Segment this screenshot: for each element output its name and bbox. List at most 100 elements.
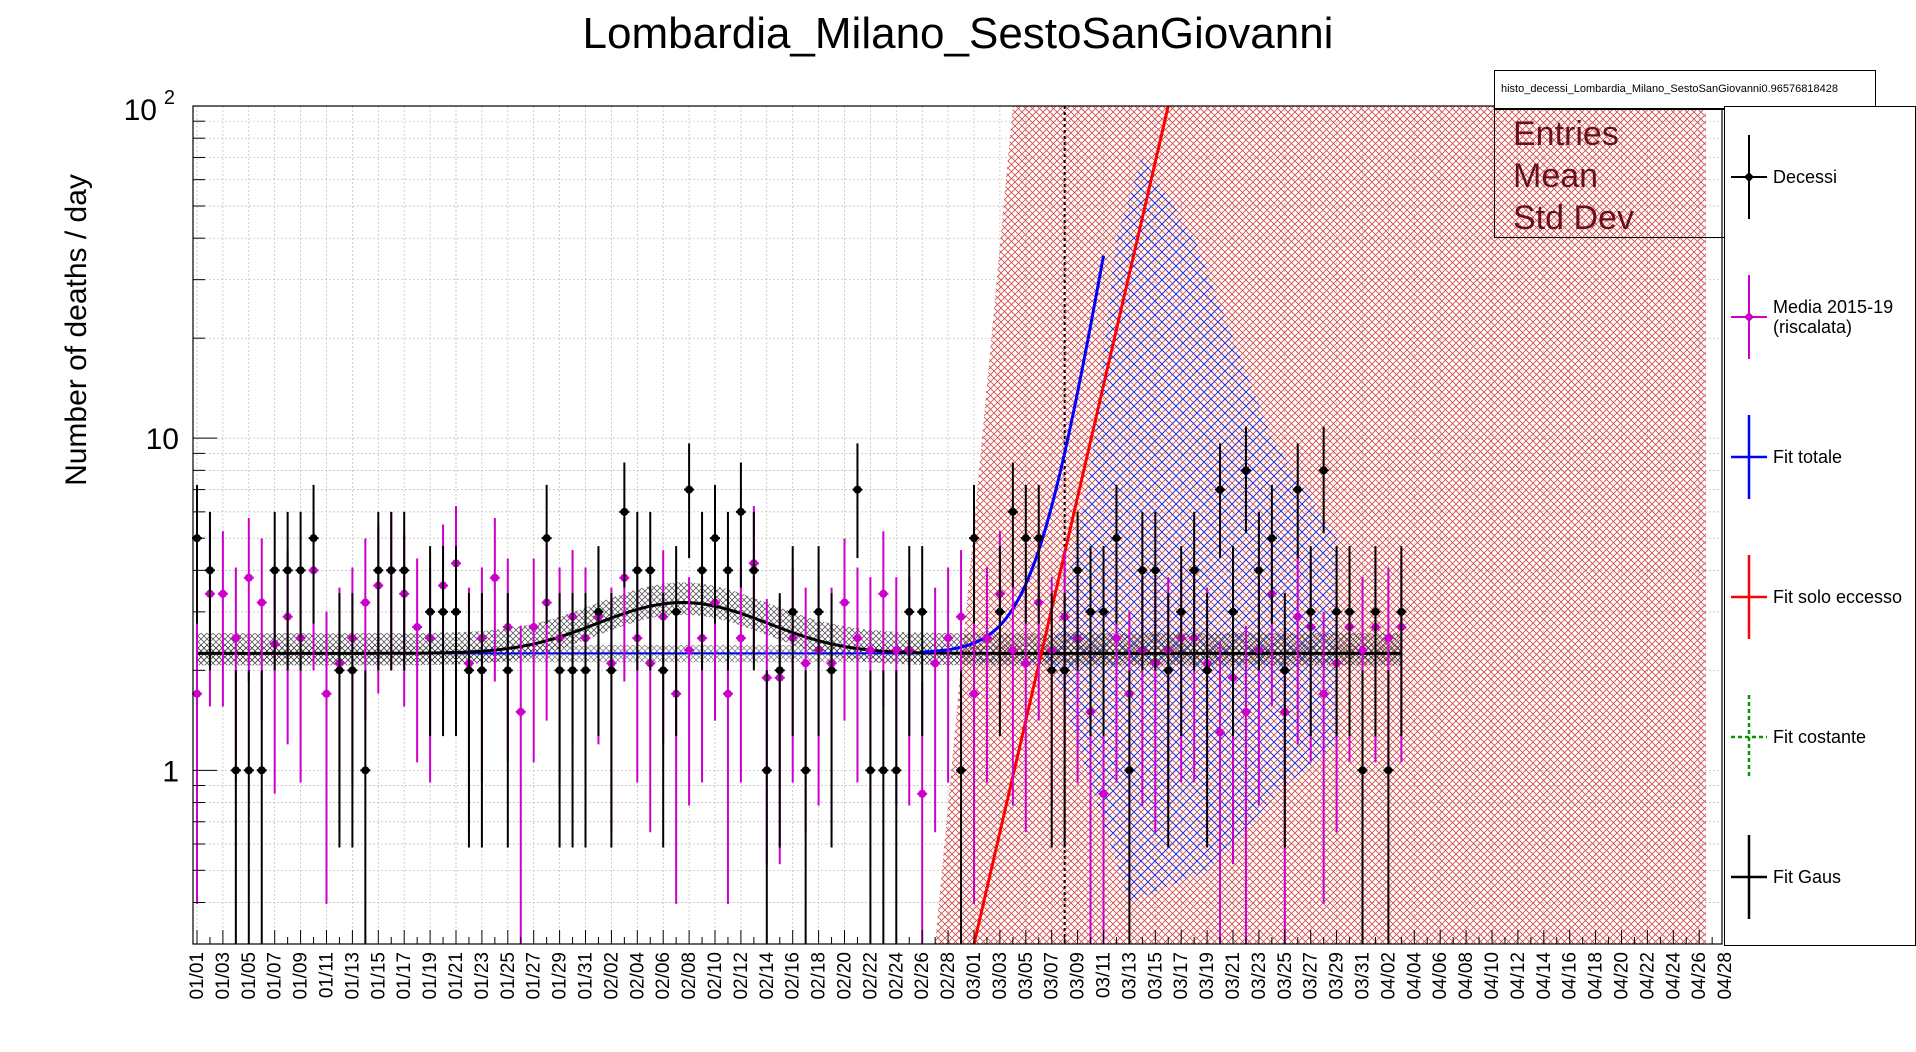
media-point-marker	[1319, 689, 1328, 698]
decessi-point-marker	[879, 766, 888, 775]
decessi-point	[994, 546, 1005, 737]
stats-row-stddev: Std Dev	[1513, 199, 1634, 237]
decessi-point	[243, 670, 254, 944]
decessi-point-marker	[736, 507, 745, 516]
x-tick-label: 02/26	[912, 952, 933, 1000]
decessi-point	[360, 670, 371, 944]
decessi-point-marker	[853, 485, 862, 494]
y-axis-label: Number of deaths / day	[60, 174, 93, 486]
media-point-marker	[231, 634, 240, 643]
decessi-point-marker	[633, 566, 642, 575]
x-tick-label: 04/04	[1404, 952, 1425, 1000]
legend-item-media: Media 2015-19 (riscalata)	[1725, 247, 1915, 387]
decessi-point-marker	[698, 566, 707, 575]
decessi-point	[554, 593, 565, 848]
decessi-point	[1033, 484, 1044, 624]
decessi-point-marker	[1306, 607, 1315, 616]
decessi-point	[619, 462, 630, 588]
decessi-point	[256, 670, 267, 944]
x-tick-label: 02/10	[705, 952, 726, 1000]
fit-eccesso-line	[972, 105, 1170, 945]
x-tick-label: 02/24	[886, 952, 907, 1000]
decessi-point-marker	[464, 666, 473, 675]
media-point-marker	[1008, 646, 1017, 655]
y-tick-label: 1	[162, 755, 179, 788]
decessi-point	[891, 670, 902, 944]
x-tick-label: 03/25	[1275, 952, 1296, 1000]
media-point	[1007, 577, 1018, 806]
x-tick-label: 01/31	[576, 952, 597, 1000]
media-point-marker	[1099, 789, 1108, 798]
media-point	[321, 611, 332, 904]
decessi-point-marker	[1060, 666, 1069, 675]
x-tick-label: 03/21	[1223, 952, 1244, 1000]
x-tick-label: 01/21	[446, 952, 467, 1000]
fit-bands	[197, 106, 1706, 944]
decessi-point-marker	[1164, 666, 1173, 675]
decessi-point-marker	[1190, 566, 1199, 575]
legend: Decessi Media 2015-19 (riscalata) Fit to…	[1724, 106, 1916, 946]
y-tick-label: 10	[124, 94, 157, 127]
data-points	[192, 426, 1407, 944]
decessi-point	[865, 670, 876, 944]
media-point-marker	[918, 789, 927, 798]
x-tick-label: 01/19	[420, 952, 441, 1000]
decessi-point	[580, 593, 591, 848]
media-point	[243, 518, 254, 682]
decessi-point-marker	[542, 534, 551, 543]
decessi-point-marker	[1021, 534, 1030, 543]
x-tick-label: 02/22	[860, 952, 881, 1000]
x-tick-label: 04/02	[1378, 952, 1399, 1000]
decessi-point	[878, 670, 889, 944]
decessi-point-marker	[1332, 607, 1341, 616]
decessi-point-marker	[1138, 566, 1147, 575]
media-point	[735, 567, 746, 783]
media-point	[852, 567, 863, 783]
stats-box-name: histo_decessi_Lombardia_Milano_SestoSanG…	[1501, 83, 1838, 95]
legend-marker-fit-totale	[1731, 415, 1767, 499]
x-tick-label: 02/12	[731, 952, 752, 1000]
x-tick-label: 01/03	[213, 952, 234, 1000]
decessi-point-marker	[426, 607, 435, 616]
x-tick-label: 03/09	[1068, 952, 1089, 1000]
media-point	[192, 611, 202, 904]
legend-item-fit-eccesso: Fit solo eccesso	[1725, 527, 1915, 667]
x-tick-label: 02/02	[601, 952, 622, 1000]
decessi-point-marker	[1241, 466, 1250, 475]
x-tick-label: 03/13	[1119, 952, 1140, 1000]
decessi-point	[1305, 546, 1316, 737]
y-tick-label: 10	[146, 423, 179, 456]
decessi-point	[1396, 546, 1407, 737]
media-point	[981, 567, 992, 783]
decessi-point-marker	[439, 607, 448, 616]
decessi-point	[697, 511, 708, 671]
x-tick-label: 02/06	[653, 952, 674, 1000]
legend-label-fit-costante: Fit costante	[1773, 727, 1867, 747]
legend-marker-decessi	[1731, 135, 1767, 219]
decessi-point	[204, 511, 215, 671]
decessi-point-marker	[659, 666, 668, 675]
decessi-point-marker	[1099, 607, 1108, 616]
decessi-point-marker	[995, 607, 1004, 616]
legend-label-decessi: Decessi	[1773, 167, 1838, 187]
legend-marker-fit-eccesso	[1731, 555, 1767, 639]
decessi-point	[269, 511, 280, 671]
media-point-marker	[257, 598, 266, 607]
x-tick-label: 03/01	[964, 952, 985, 1000]
gaus-fit-band	[197, 582, 1402, 666]
decessi-point	[748, 511, 759, 671]
decessi-point	[1344, 546, 1355, 737]
x-tick-label: 03/03	[990, 952, 1011, 1000]
decessi-point-marker	[1034, 534, 1043, 543]
media-point	[515, 625, 526, 944]
decessi-point	[632, 511, 643, 671]
decessi-point	[774, 593, 785, 848]
decessi-point-marker	[361, 766, 370, 775]
media-point	[489, 518, 500, 682]
decessi-point-marker	[1358, 766, 1367, 775]
decessi-point-marker	[568, 666, 577, 675]
decessi-point-marker	[1319, 466, 1328, 475]
decessi-point	[386, 511, 397, 671]
decessi-point-marker	[814, 607, 823, 616]
decessi-point-marker	[1371, 607, 1380, 616]
